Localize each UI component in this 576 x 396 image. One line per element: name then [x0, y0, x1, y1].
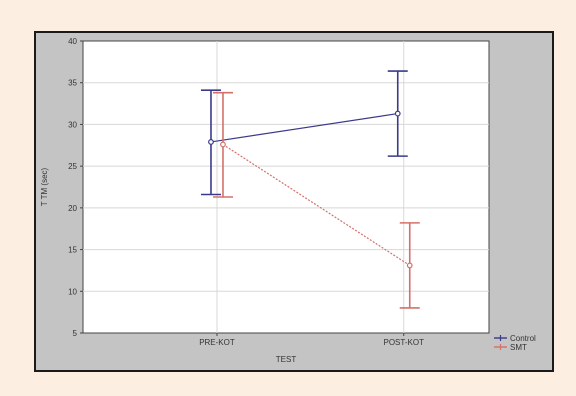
series-layer — [200, 70, 420, 309]
legend-label: SMT — [510, 343, 527, 352]
data-point — [406, 262, 413, 269]
y-axis-title: T TM (sec) — [40, 167, 49, 206]
plot-area — [82, 40, 490, 334]
y-tick-label: 15 — [68, 246, 77, 255]
y-tick-label: 40 — [68, 37, 77, 46]
y-tick-label: 10 — [68, 287, 77, 296]
x-axis-title: TEST — [276, 355, 297, 364]
y-tick-label: 25 — [68, 162, 77, 171]
data-point — [394, 110, 401, 117]
series-control — [200, 70, 408, 196]
x-axis-ticks: PRE-KOT POST-KOT — [199, 333, 424, 347]
y-tick-label: 20 — [68, 204, 77, 213]
line-chart: 5 10 15 20 25 30 35 40 PRE-KOT POST-KOT TEST T T… — [40, 37, 536, 364]
data-point — [208, 139, 214, 145]
series-smt — [212, 91, 420, 309]
y-tick-label: 5 — [73, 329, 78, 338]
y-tick-label: 30 — [68, 120, 77, 129]
y-axis-ticks: 5 10 15 20 25 30 35 40 — [68, 37, 83, 338]
series-line — [210, 112, 398, 143]
y-tick-label: 35 — [68, 79, 77, 88]
x-tick-label: POST-KOT — [384, 338, 425, 347]
x-tick-label: PRE-KOT — [199, 338, 235, 347]
data-point — [220, 141, 226, 148]
legend-label: Control — [510, 334, 536, 343]
chart-figure: 5 10 15 20 25 30 35 40 PRE-KOT POST-KOT TEST T T… — [34, 31, 554, 372]
